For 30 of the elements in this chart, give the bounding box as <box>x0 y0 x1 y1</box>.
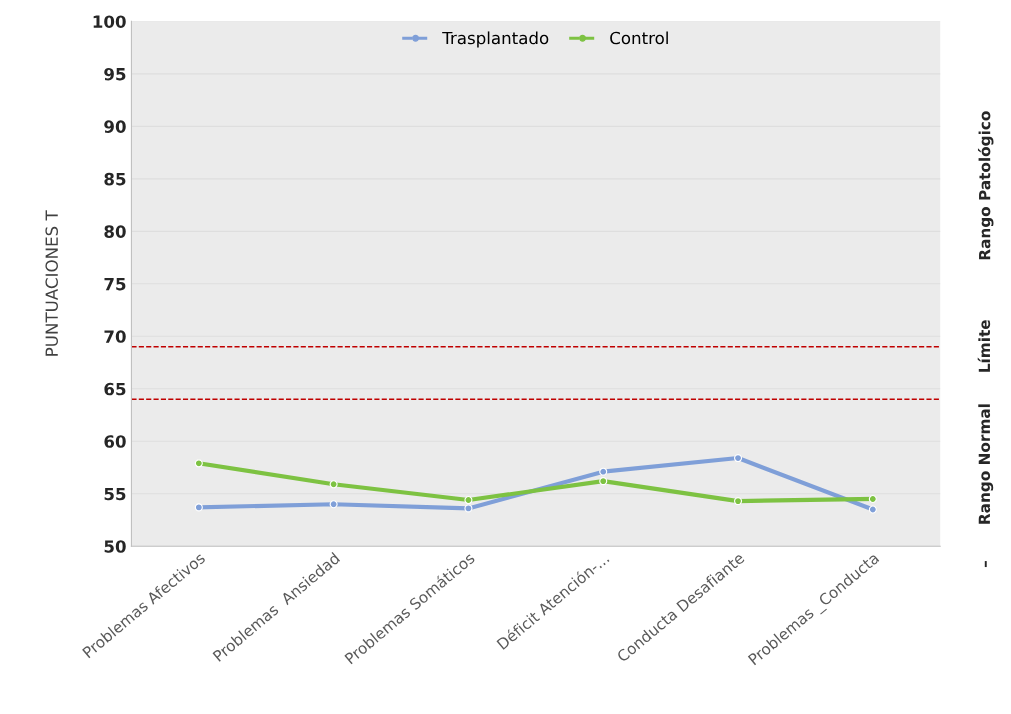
point <box>194 459 203 468</box>
text: – <box>984 561 987 568</box>
y-tick-label: 65 <box>104 382 126 396</box>
point <box>464 504 473 513</box>
y-tick-label: 85 <box>104 172 126 186</box>
y-tick-label: 60 <box>104 435 126 448</box>
point <box>194 503 203 512</box>
legend-label: Control <box>610 31 668 45</box>
y-axis-title: PUNTUACIONES T <box>45 210 58 356</box>
point <box>329 480 338 489</box>
y-tick-label: 55 <box>104 487 126 501</box>
y-tick-label: 75 <box>104 278 126 291</box>
text: Rango Patológico <box>977 111 994 260</box>
point <box>734 454 743 463</box>
y-tick-label: 80 <box>104 225 126 238</box>
point <box>734 497 743 506</box>
y-tick-label: 95 <box>104 67 126 81</box>
y-tick-label: 50 <box>104 540 126 553</box>
point <box>868 505 877 514</box>
y-tick-label: 100 <box>93 15 126 28</box>
text: Rango Normal <box>978 404 994 524</box>
point <box>329 500 338 509</box>
point <box>464 496 473 505</box>
point <box>599 467 608 476</box>
legend-label: Trasplantado <box>442 31 549 48</box>
point <box>868 494 877 504</box>
text: Límite <box>977 320 991 372</box>
point <box>599 477 608 486</box>
y-tick-label: 90 <box>104 120 126 133</box>
y-tick-label: 70 <box>104 330 126 343</box>
